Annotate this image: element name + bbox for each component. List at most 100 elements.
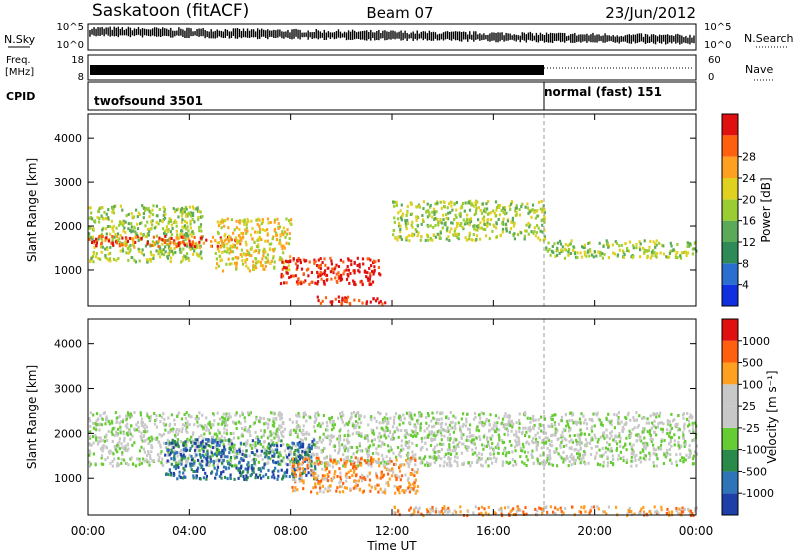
- range-cell: [226, 455, 229, 459]
- range-cell: [497, 416, 500, 420]
- range-cell: [157, 250, 160, 254]
- range-cell: [221, 461, 224, 465]
- range-cell: [291, 485, 294, 489]
- range-cell: [376, 476, 379, 480]
- range-cell: [688, 423, 691, 427]
- range-cell: [174, 210, 177, 214]
- range-cell: [607, 256, 610, 260]
- range-cell: [276, 460, 280, 464]
- range-cell: [153, 241, 156, 245]
- range-cell: [548, 247, 551, 251]
- range-cell: [366, 436, 369, 440]
- range-cell: [146, 437, 149, 441]
- range-cell: [205, 416, 208, 420]
- range-cell: [340, 302, 343, 306]
- range-cell: [107, 216, 110, 220]
- range-cell: [268, 444, 271, 448]
- range-cell: [313, 477, 316, 481]
- range-cell: [156, 214, 159, 218]
- range-cell: [610, 419, 614, 423]
- range-cell: [432, 433, 435, 437]
- range-cell: [216, 441, 219, 444]
- range-cell: [389, 416, 392, 420]
- range-cell: [121, 220, 124, 224]
- range-cell: [315, 460, 318, 464]
- range-cell: [324, 269, 327, 273]
- range-cell: [358, 442, 361, 446]
- freq-trace: [90, 65, 692, 75]
- range-cell: [342, 260, 345, 264]
- range-cell: [314, 465, 317, 469]
- range-cell: [479, 208, 482, 212]
- range-cell: [302, 428, 305, 432]
- range-cell: [649, 414, 652, 418]
- range-cell: [241, 219, 244, 223]
- range-cell: [95, 438, 98, 442]
- range-cell: [280, 416, 284, 420]
- range-cell: [525, 229, 528, 233]
- range-cell: [112, 243, 115, 247]
- range-cell: [105, 415, 108, 419]
- range-cell: [511, 458, 514, 462]
- range-cell: [280, 425, 283, 429]
- range-cell: [216, 463, 219, 467]
- range-cell: [341, 296, 344, 300]
- range-cell: [536, 214, 539, 218]
- range-cell: [384, 429, 387, 433]
- range-cell: [296, 424, 299, 428]
- range-cell: [149, 259, 152, 263]
- range-cell: [380, 444, 383, 448]
- range-cell: [190, 244, 193, 248]
- range-cell: [332, 420, 335, 424]
- range-cell: [393, 421, 396, 425]
- range-cell: [518, 430, 521, 434]
- range-cell: [367, 423, 370, 427]
- range-cell: [332, 426, 335, 430]
- range-cell: [574, 458, 577, 462]
- range-cell: [225, 414, 228, 418]
- range-cell: [217, 264, 220, 268]
- range-cell: [346, 265, 349, 268]
- range-cell: [459, 214, 462, 218]
- range-cell: [218, 459, 221, 463]
- range-cell: [217, 449, 220, 452]
- range-cell: [202, 468, 205, 471]
- range-cell: [298, 414, 301, 418]
- range-cell: [302, 272, 305, 276]
- range-cell: [612, 457, 615, 461]
- range-cell: [113, 434, 116, 437]
- range-cell: [264, 250, 267, 254]
- range-cell: [397, 453, 401, 457]
- range-cell: [495, 226, 498, 230]
- range-cell: [408, 411, 411, 415]
- range-cell: [652, 413, 655, 417]
- range-cell: [549, 415, 552, 419]
- range-cell: [133, 258, 136, 262]
- range-cell: [160, 415, 164, 419]
- range-cell: [457, 232, 460, 236]
- range-cell: [317, 446, 320, 450]
- range-cell: [291, 441, 294, 445]
- range-cell: [185, 242, 188, 246]
- range-cell: [92, 228, 95, 232]
- range-cell: [168, 217, 171, 221]
- range-cell: [157, 440, 160, 444]
- range-cell: [422, 220, 425, 223]
- range-cell: [637, 424, 640, 428]
- range-cell: [485, 417, 488, 421]
- range-cell: [127, 251, 130, 255]
- range-cell: [512, 422, 515, 426]
- range-cell: [595, 413, 599, 417]
- range-cell: [348, 475, 351, 479]
- range-cell: [238, 234, 241, 238]
- range-cell: [89, 462, 92, 466]
- range-cell: [464, 445, 467, 449]
- range-cell: [507, 423, 510, 427]
- range-cell: [178, 470, 181, 474]
- range-cell: [279, 459, 282, 463]
- power-plot-bg: [88, 114, 696, 306]
- range-cell: [583, 243, 586, 247]
- range-cell: [420, 222, 423, 226]
- range-cell: [692, 438, 695, 442]
